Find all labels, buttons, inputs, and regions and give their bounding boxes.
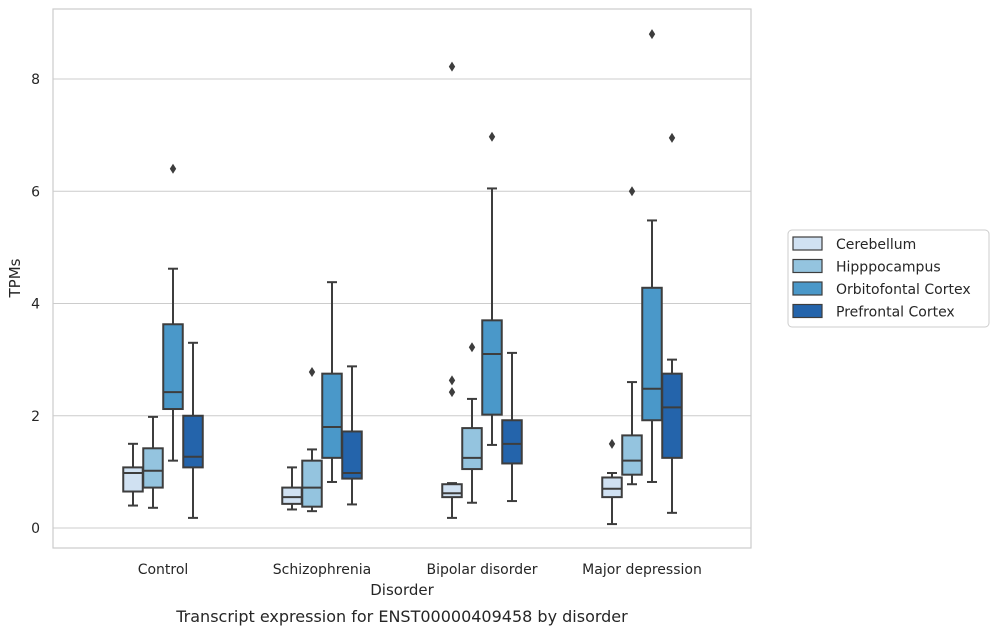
box [341, 365, 363, 506]
x-tick-label: Schizophrenia [273, 562, 371, 578]
legend: Cerebellum Hipppocampus Orbitofontal Corte… [787, 229, 990, 328]
box-body [601, 476, 623, 499]
x-axis-ticks: Control Schizophrenia Bipolar disorder Majo… [138, 562, 702, 578]
legend-swatch [792, 258, 823, 274]
x-tick-label: Bipolar disorder [426, 562, 537, 578]
legend-swatch [792, 303, 823, 319]
box-body [341, 430, 363, 480]
y-tick-label: 2 [31, 409, 40, 425]
legend-label: Prefrontal Cortex [836, 305, 955, 321]
legend-label: Hipppocampus [836, 260, 941, 276]
outlier-point [448, 387, 456, 398]
outlier-point [668, 132, 676, 143]
legend-swatch [792, 236, 823, 251]
y-axis-label: TPMs [6, 258, 24, 298]
box [122, 442, 144, 507]
grid-lines [53, 78, 751, 529]
box [142, 415, 164, 509]
outlier-point [628, 186, 636, 197]
outlier-point [648, 29, 656, 40]
box [441, 61, 463, 519]
x-axis-label: Disorder [370, 581, 434, 599]
outlier-point [308, 366, 316, 377]
box [621, 186, 643, 486]
box-body [621, 434, 643, 476]
box-body [122, 466, 144, 493]
y-tick-label: 4 [31, 297, 40, 313]
box-body [142, 447, 164, 489]
x-tick-label: Control [138, 562, 189, 578]
box-body [162, 323, 184, 411]
outlier-point [608, 438, 616, 449]
box-body [641, 286, 663, 422]
box-body [321, 372, 343, 459]
box [162, 163, 184, 462]
x-tick-label: Major depression [582, 562, 702, 578]
box-body [441, 483, 463, 499]
box [601, 438, 623, 526]
legend-frame [787, 229, 990, 328]
box [301, 366, 323, 513]
box-body [461, 427, 483, 471]
box-body [661, 372, 683, 459]
legend-label: Orbitofontal Cortex [836, 282, 971, 298]
box [501, 351, 523, 503]
box-body [501, 419, 523, 465]
box-body [481, 319, 503, 416]
y-axis-ticks: 0 2 4 6 8 [31, 72, 40, 537]
box-body [301, 459, 323, 508]
box-body [182, 414, 204, 469]
box [481, 131, 503, 446]
outlier-point [169, 163, 177, 174]
box [321, 281, 343, 483]
box-body [281, 486, 303, 505]
y-tick-label: 6 [31, 184, 40, 200]
outlier-point [468, 342, 476, 353]
outlier-point [488, 131, 496, 142]
y-tick-label: 8 [31, 72, 40, 88]
box [281, 466, 303, 511]
box-series [122, 29, 683, 526]
legend-swatch [792, 281, 823, 296]
box [641, 29, 663, 483]
box [661, 132, 683, 514]
box [182, 341, 204, 519]
legend-label: Cerebellum [836, 237, 916, 253]
figure-caption: Transcript expression for ENST0000040945… [175, 607, 628, 626]
outlier-point [448, 375, 456, 386]
box [461, 342, 483, 504]
y-tick-label: 0 [31, 521, 40, 537]
outlier-point [448, 61, 456, 72]
